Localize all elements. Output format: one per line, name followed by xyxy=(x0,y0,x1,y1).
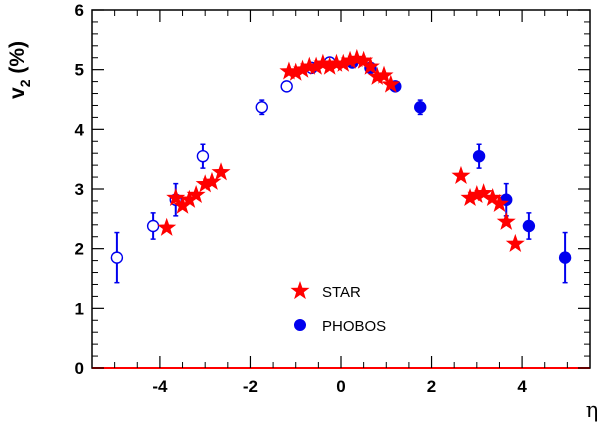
y-axis-label-sub: 2 xyxy=(17,79,33,87)
star-point xyxy=(286,62,306,81)
axes: 0 1 2 3 4 5 6 -4 -2 0 2 4 xyxy=(75,1,591,396)
star-point xyxy=(166,187,186,207)
y-tick-label: 0 xyxy=(75,359,84,378)
y-tick-label: 4 xyxy=(75,120,85,139)
phobos-point-filled xyxy=(522,219,536,233)
star-point xyxy=(489,193,509,213)
star-point xyxy=(354,50,374,69)
y-tick-label: 5 xyxy=(75,61,84,80)
legend: STAR PHOBOS xyxy=(290,281,386,335)
star-point xyxy=(326,53,346,72)
legend-phobos-marker xyxy=(294,319,306,331)
star-point xyxy=(340,50,360,69)
legend-phobos-label: PHOBOS xyxy=(322,318,386,335)
star-point xyxy=(381,74,401,93)
x-tick-label: -4 xyxy=(152,377,168,396)
x-axis-label: η xyxy=(586,398,599,422)
star-point xyxy=(496,211,516,230)
star-point xyxy=(474,183,494,202)
star-point xyxy=(367,66,387,85)
phobos-point-open xyxy=(110,251,124,264)
star-point xyxy=(299,56,319,75)
x-tick-label: 2 xyxy=(427,377,436,396)
y-tick-label: 1 xyxy=(75,299,84,318)
star-point xyxy=(313,53,333,72)
x-tick-label: 4 xyxy=(517,377,527,396)
phobos-point-open xyxy=(255,101,268,114)
star-point xyxy=(157,217,177,236)
star-point xyxy=(360,56,380,75)
y-axis-label: v2 (%) xyxy=(6,41,33,99)
legend-star-label: STAR xyxy=(322,284,361,301)
star-point xyxy=(179,189,199,208)
star-point xyxy=(320,56,340,75)
star-point xyxy=(333,53,353,72)
y-axis-label-unit: (%) xyxy=(6,41,29,80)
star-point xyxy=(460,187,480,207)
y-tick-label: 3 xyxy=(75,180,84,199)
star-point xyxy=(186,184,206,204)
star-point xyxy=(293,59,313,78)
star-point xyxy=(505,233,525,252)
phobos-point-open xyxy=(146,219,160,233)
phobos-point-filled xyxy=(558,251,572,264)
phobos-point-open xyxy=(196,149,210,163)
y-tick-label: 6 xyxy=(75,1,84,20)
data-marks xyxy=(110,48,572,284)
star-point xyxy=(467,184,487,204)
x-tick-label: 0 xyxy=(336,377,345,396)
legend-star-marker xyxy=(290,281,310,300)
phobos-point-filled xyxy=(414,101,427,114)
axis-labels: v2 (%) η xyxy=(6,41,598,422)
phobos-point-open xyxy=(280,80,293,93)
y-tick-label: 2 xyxy=(75,240,84,259)
star-point xyxy=(173,195,193,214)
star-point xyxy=(195,174,215,193)
y-axis-label-main: v xyxy=(6,87,29,99)
star-point xyxy=(211,162,231,181)
star-point xyxy=(483,187,503,207)
star-point xyxy=(451,165,471,184)
star-point xyxy=(202,171,222,190)
star-point xyxy=(374,65,394,84)
x-tick-label: -2 xyxy=(243,377,258,396)
star-point xyxy=(306,56,326,75)
phobos-point-filled xyxy=(472,149,486,163)
